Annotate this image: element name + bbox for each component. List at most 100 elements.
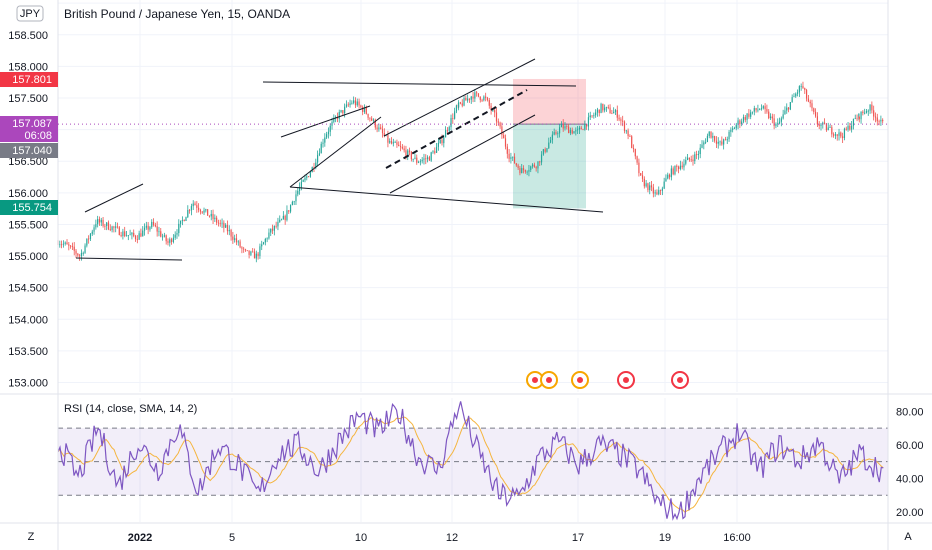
target-zone bbox=[513, 124, 586, 209]
candle-body bbox=[149, 227, 151, 230]
candle-body bbox=[300, 181, 302, 188]
candle-body bbox=[638, 162, 640, 174]
candle-body bbox=[201, 211, 203, 213]
candle-body bbox=[578, 127, 581, 130]
candle-body bbox=[831, 127, 833, 135]
candle-body bbox=[522, 168, 525, 171]
candle-body bbox=[804, 88, 806, 90]
candle-body bbox=[733, 128, 736, 130]
candle-body bbox=[174, 234, 176, 238]
auto-scale-button[interactable]: A bbox=[904, 531, 912, 543]
candle-body bbox=[192, 203, 194, 207]
candle-body bbox=[764, 106, 766, 110]
candle-body bbox=[79, 255, 81, 257]
event-marker-5[interactable] bbox=[671, 371, 689, 389]
economic-events[interactable] bbox=[526, 371, 689, 389]
candle-body bbox=[616, 110, 618, 118]
price-tick-label: 155.000 bbox=[8, 251, 48, 263]
time-tick-label: 19 bbox=[659, 532, 671, 544]
candle-body bbox=[353, 100, 355, 103]
candle-body bbox=[165, 235, 167, 242]
candle-body bbox=[109, 229, 111, 231]
candle-body bbox=[458, 102, 460, 108]
last-price-badge-bg bbox=[0, 116, 58, 142]
candle-body bbox=[176, 233, 178, 235]
candle-body bbox=[225, 224, 227, 228]
candle-body bbox=[181, 219, 183, 221]
candle-body bbox=[667, 174, 669, 179]
candle-body bbox=[677, 166, 680, 170]
candle-body bbox=[423, 158, 425, 160]
candle-body bbox=[189, 210, 191, 211]
candle-body bbox=[483, 96, 485, 101]
candle-body bbox=[795, 93, 797, 97]
candle-body bbox=[291, 201, 293, 206]
candle-body bbox=[771, 116, 773, 119]
current-price-badge-bg bbox=[0, 143, 58, 158]
candle-body bbox=[479, 96, 481, 100]
candle-body bbox=[703, 142, 705, 145]
candle-body bbox=[183, 219, 185, 221]
time-zone-button[interactable]: Z bbox=[28, 531, 35, 543]
candle-body bbox=[528, 169, 530, 172]
candle-body bbox=[208, 215, 211, 217]
candle-body bbox=[439, 139, 441, 143]
candle-body bbox=[665, 178, 667, 182]
candle-body bbox=[587, 117, 590, 127]
candle-body bbox=[697, 154, 700, 155]
candle-body bbox=[535, 166, 537, 169]
candle-body bbox=[833, 134, 835, 136]
channel-mid-dashed-line bbox=[385, 89, 528, 169]
candle-body bbox=[419, 161, 421, 163]
candle-body bbox=[739, 120, 741, 125]
candle-body bbox=[838, 132, 840, 136]
time-tick-label: 10 bbox=[355, 532, 367, 544]
candle-body bbox=[425, 158, 427, 160]
candle-body bbox=[634, 148, 636, 157]
candle-body bbox=[851, 125, 853, 130]
candle-body bbox=[696, 154, 698, 156]
candle-body bbox=[241, 247, 243, 249]
candle-body bbox=[71, 246, 74, 247]
candle-body bbox=[636, 156, 638, 163]
candle-body bbox=[613, 111, 615, 114]
svg-text:A: A bbox=[904, 531, 912, 543]
candle-body bbox=[298, 187, 301, 191]
candle-body bbox=[354, 100, 357, 106]
candle-body bbox=[345, 104, 348, 107]
candle-body bbox=[122, 231, 124, 237]
candle-body bbox=[268, 232, 270, 239]
candle-body bbox=[448, 127, 450, 131]
price-tick-label: 155.500 bbox=[8, 219, 48, 231]
candle-body bbox=[331, 121, 333, 126]
candle-body bbox=[858, 116, 860, 120]
candle-body bbox=[309, 172, 311, 177]
candle-body bbox=[136, 238, 138, 240]
candle-body bbox=[647, 183, 649, 191]
candle-body bbox=[347, 104, 349, 106]
candle-body bbox=[708, 131, 710, 136]
current-price-badge: 157.040 bbox=[0, 143, 58, 158]
currency-button[interactable]: JPY bbox=[16, 5, 44, 22]
candle-body bbox=[798, 86, 800, 93]
event-marker-3[interactable] bbox=[571, 371, 589, 389]
event-marker-4[interactable] bbox=[617, 371, 635, 389]
candle-body bbox=[333, 117, 335, 122]
candle-body bbox=[477, 93, 480, 97]
candle-body bbox=[394, 142, 396, 144]
candle-body bbox=[858, 113, 860, 119]
candle-body bbox=[582, 129, 584, 131]
candle-body bbox=[533, 164, 535, 167]
event-marker-2[interactable] bbox=[540, 371, 558, 389]
candle-body bbox=[876, 117, 878, 122]
candle-body bbox=[715, 140, 718, 144]
candle-body bbox=[560, 123, 562, 128]
candle-body bbox=[686, 157, 689, 161]
price-tick-label: 156.000 bbox=[8, 188, 48, 200]
candle-body bbox=[315, 162, 317, 168]
candle-body bbox=[133, 232, 135, 236]
candle-body bbox=[710, 131, 712, 138]
candle-body bbox=[324, 137, 326, 143]
candle-body bbox=[89, 233, 92, 239]
